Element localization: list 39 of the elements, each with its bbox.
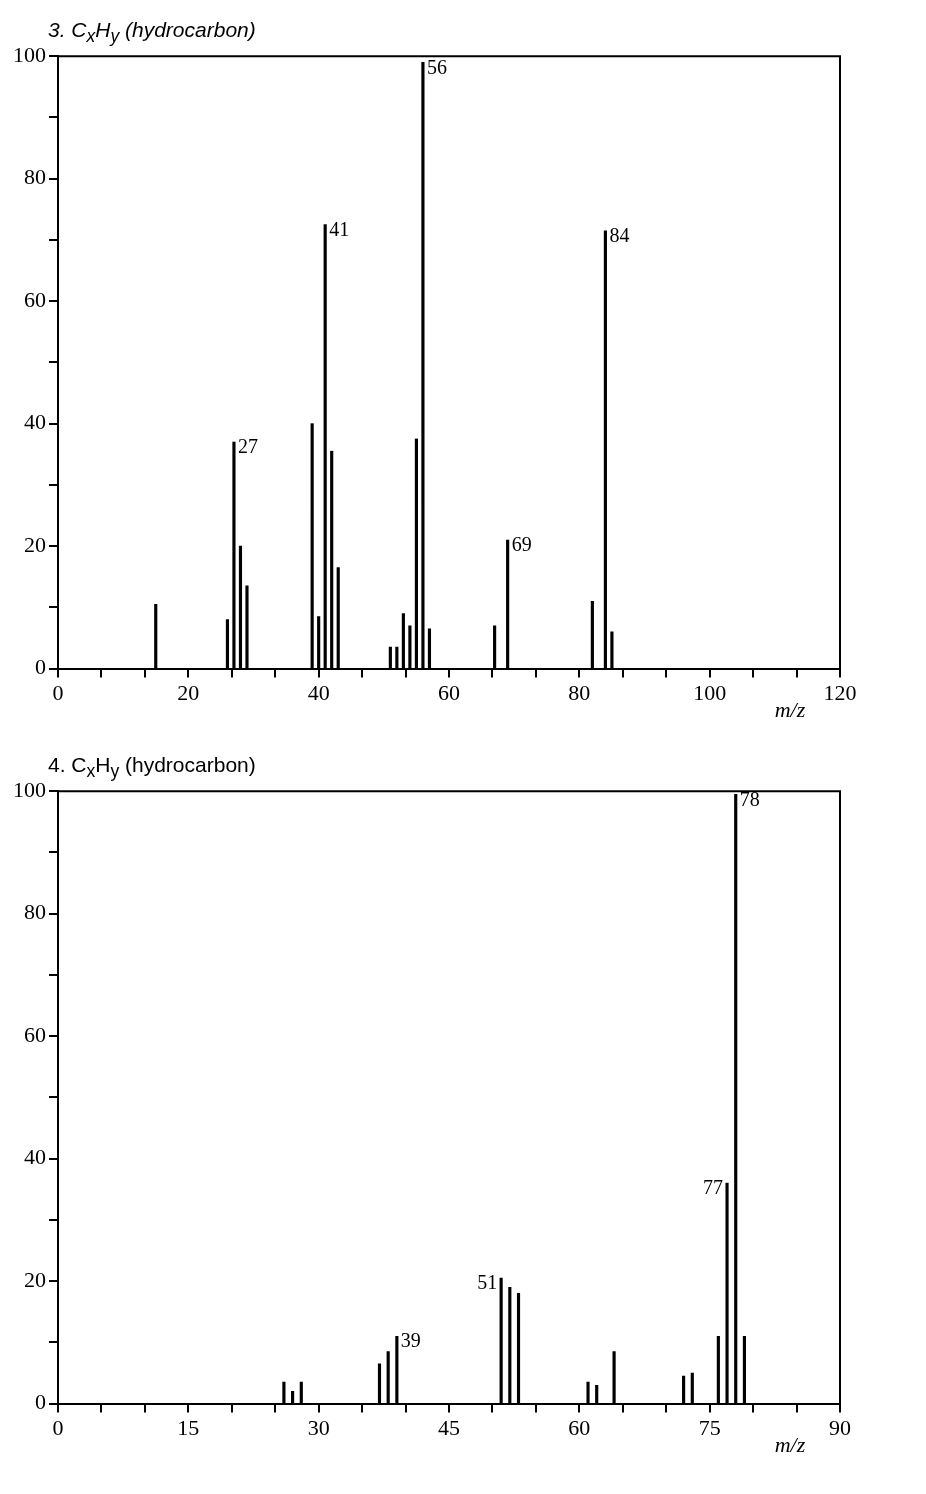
y-tick-label: 40 [24, 409, 46, 435]
x-tick-label: 20 [177, 679, 200, 705]
y-tick-label: 40 [24, 1144, 46, 1170]
annotation: 41 [329, 217, 350, 240]
y-tick-label: 80 [24, 164, 46, 190]
y-tick-label: 0 [35, 654, 46, 680]
x-axis-title: m/z [774, 1432, 806, 1458]
x-tick-label: 90 [829, 1414, 851, 1440]
x-tick-label: 60 [568, 1414, 591, 1440]
y-tick-label: 80 [24, 899, 46, 925]
x-tick-label: 45 [438, 1414, 460, 1440]
annotation: 39 [400, 1329, 421, 1352]
x-tick-label: 0 [52, 1414, 64, 1440]
x-tick-label: 75 [698, 1414, 721, 1440]
y-tick-label: 60 [24, 1021, 46, 1047]
annotation: 77 [703, 1176, 724, 1199]
annotation: 51 [477, 1271, 498, 1294]
annotation: 27 [237, 435, 258, 458]
x-tick-label: 0 [52, 679, 64, 705]
annotation: 56 [426, 55, 447, 78]
y-tick-label: 20 [24, 1266, 46, 1292]
y-tick-label: 60 [24, 286, 46, 312]
x-tick-label: 60 [438, 679, 460, 705]
chart-title: 3. C$_{x}$H$_{y}$ (hydrocarbon) [48, 18, 256, 48]
x-axis-title: m/z [774, 697, 806, 723]
annotation: 78 [739, 787, 760, 810]
x-tick-label: 120 [823, 679, 857, 705]
x-tick-label: 100 [693, 679, 727, 705]
annotation: 84 [609, 223, 630, 246]
y-tick-label: 100 [13, 776, 46, 802]
x-tick-label: 15 [177, 1414, 200, 1440]
annotation: 69 [511, 533, 532, 556]
chart-title: 4. C$_{x}$H$_{y}$ (hydrocarbon) [48, 753, 256, 783]
x-tick-label: 30 [307, 1414, 330, 1440]
x-tick-label: 80 [568, 679, 591, 705]
y-tick-label: 0 [35, 1389, 46, 1415]
x-tick-label: 40 [307, 679, 330, 705]
y-tick-label: 20 [24, 531, 46, 557]
y-tick-label: 100 [13, 41, 46, 67]
